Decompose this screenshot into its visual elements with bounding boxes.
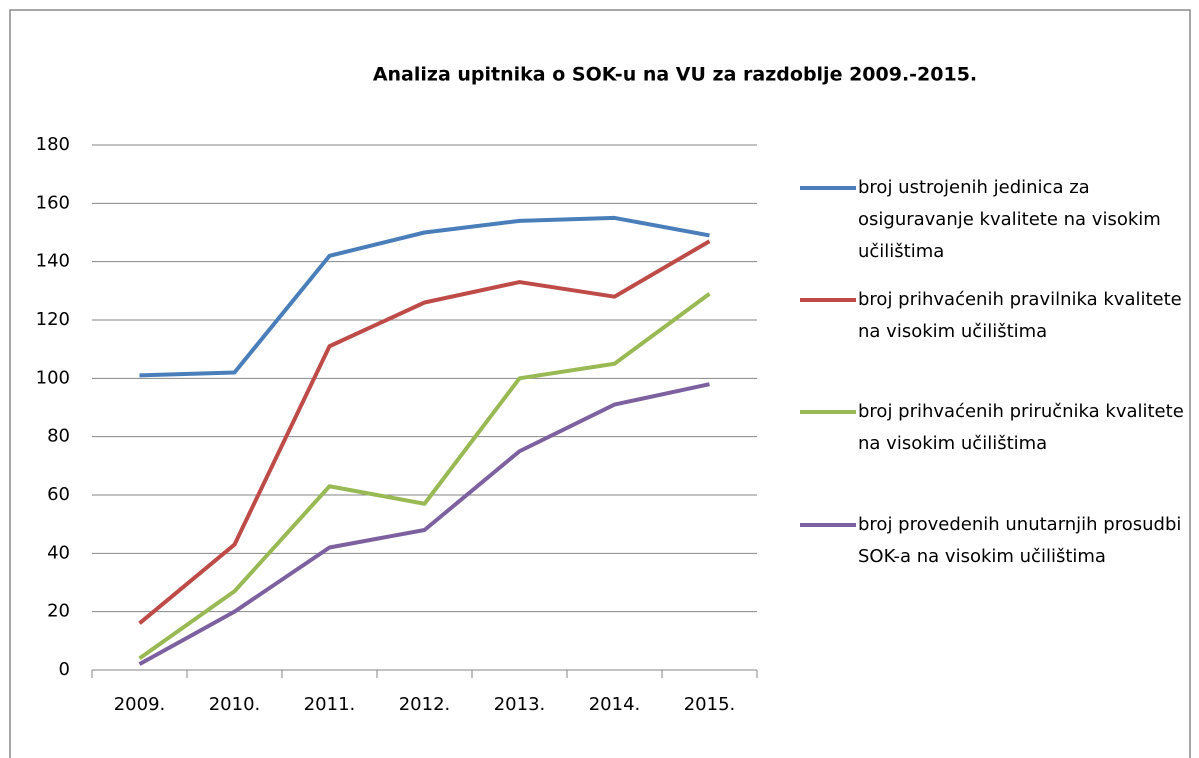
x-tick-label: 2012.: [399, 694, 451, 715]
y-tick-label: 140: [36, 251, 70, 272]
line-series: [138, 382, 710, 666]
y-tick-label: 0: [59, 659, 70, 680]
legend-entry: broj prihvaćenih pravilnika kvalitete na…: [858, 289, 1182, 342]
x-tick-label: 2011.: [304, 694, 356, 715]
x-tick-label: 2009.: [114, 694, 166, 715]
line-series: [138, 239, 711, 625]
x-tick-label: 2014.: [589, 694, 641, 715]
y-tick-label: 60: [47, 484, 70, 505]
y-tick-label: 100: [36, 367, 70, 388]
legend-entry: broj prihvaćenih priručnika kvalitete na…: [858, 401, 1184, 454]
y-tick-label: 180: [36, 134, 70, 155]
legend-entry: broj ustrojenih jedinica za osiguravanje…: [858, 177, 1161, 262]
chart-title: Analiza upitnika o SOK-u na VU za razdob…: [373, 64, 977, 86]
y-tick-label: 40: [47, 542, 70, 563]
line-series: [138, 292, 711, 660]
x-tick-label: 2010.: [209, 694, 261, 715]
y-tick-label: 120: [36, 309, 70, 330]
chart-border: [9, 9, 1191, 758]
y-tick-label: 80: [47, 426, 70, 447]
y-tick-label: 20: [47, 601, 70, 622]
x-tick-label: 2013.: [494, 694, 546, 715]
legend-entry: broj provedenih unutarnjih prosudbi SOK-…: [858, 514, 1182, 567]
y-tick-label: 160: [36, 192, 70, 213]
line-series: [139, 215, 710, 378]
x-tick-label: 2015.: [684, 694, 736, 715]
